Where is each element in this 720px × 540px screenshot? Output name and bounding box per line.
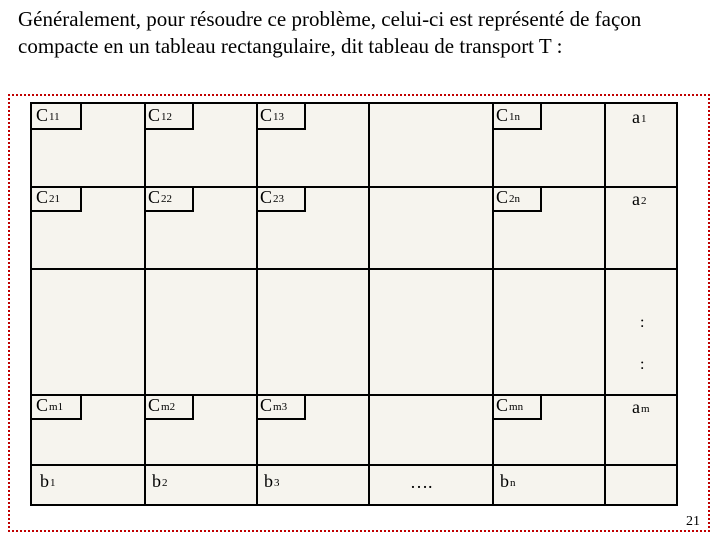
- c21-base: C: [36, 188, 48, 206]
- b3-base: b: [264, 472, 273, 490]
- cell-c22: C 22: [144, 186, 194, 212]
- vline-1: [144, 104, 146, 504]
- cell-b2: b 2: [152, 472, 168, 490]
- cm3-base: C: [260, 396, 272, 414]
- c22-sub: 22: [161, 194, 172, 205]
- cell-c23: C 23: [256, 186, 306, 212]
- cell-c13: C 13: [256, 104, 306, 130]
- cell-c1n: C 1n: [492, 104, 542, 130]
- c23-base: C: [260, 188, 272, 206]
- cell-c21: C 21: [32, 186, 82, 212]
- cell-cm1: C m1: [32, 394, 82, 420]
- vline-5: [604, 104, 606, 504]
- cell-c12: C 12: [144, 104, 194, 130]
- cell-am: a m: [632, 398, 650, 416]
- c1n-base: C: [496, 106, 508, 124]
- vdots-1: :: [640, 314, 644, 332]
- b2-base: b: [152, 472, 161, 490]
- am-sub: m: [641, 404, 650, 415]
- cm1-base: C: [36, 396, 48, 414]
- b1-base: b: [40, 472, 49, 490]
- a1-sub: 1: [641, 114, 647, 125]
- c2n-sub: 2n: [509, 194, 520, 205]
- c12-base: C: [148, 106, 160, 124]
- hline-4: [32, 464, 676, 466]
- cm2-sub: m2: [161, 402, 175, 413]
- c21-sub: 21: [49, 194, 60, 205]
- bn-base: b: [500, 472, 509, 490]
- hline-1: [32, 186, 676, 188]
- cell-c2n: C 2n: [492, 186, 542, 212]
- transport-tableau: C 11 C 12 C 13 C 1n a 1 C 21 C 22 C: [30, 102, 678, 506]
- c23-sub: 23: [273, 194, 284, 205]
- intro-text: Généralement, pour résoudre ce problème,…: [18, 6, 708, 61]
- vline-3: [368, 104, 370, 504]
- cell-b3: b 3: [264, 472, 280, 490]
- cell-c11: C 11: [32, 104, 82, 130]
- cmn-base: C: [496, 396, 508, 414]
- vline-4: [492, 104, 494, 504]
- ellipsis-b: ….: [410, 472, 433, 493]
- b3-sub: 3: [274, 478, 280, 489]
- cmn-sub: mn: [509, 402, 523, 413]
- c11-base: C: [36, 106, 48, 124]
- cell-b1: b 1: [40, 472, 56, 490]
- cell-cmn: C mn: [492, 394, 542, 420]
- cm2-base: C: [148, 396, 160, 414]
- am-base: a: [632, 398, 640, 416]
- cell-cm2: C m2: [144, 394, 194, 420]
- hline-3: [32, 394, 676, 396]
- cm1-sub: m1: [49, 402, 63, 413]
- a2-sub: 2: [641, 196, 647, 207]
- c13-base: C: [260, 106, 272, 124]
- c12-sub: 12: [161, 112, 172, 123]
- cell-bn: b n: [500, 472, 516, 490]
- cell-a2: a 2: [632, 190, 647, 208]
- bn-sub: n: [510, 478, 516, 489]
- c22-base: C: [148, 188, 160, 206]
- cm3-sub: m3: [273, 402, 287, 413]
- c2n-base: C: [496, 188, 508, 206]
- cell-cm3: C m3: [256, 394, 306, 420]
- c1n-sub: 1n: [509, 112, 520, 123]
- a2-base: a: [632, 190, 640, 208]
- b1-sub: 1: [50, 478, 56, 489]
- b2-sub: 2: [162, 478, 168, 489]
- c13-sub: 13: [273, 112, 284, 123]
- vdots-2: :: [640, 356, 644, 374]
- c11-sub: 11: [49, 112, 60, 123]
- hline-2: [32, 268, 676, 270]
- page: Généralement, pour résoudre ce problème,…: [0, 0, 720, 540]
- vline-2: [256, 104, 258, 504]
- a1-base: a: [632, 108, 640, 126]
- cell-a1: a 1: [632, 108, 647, 126]
- page-number: 21: [686, 514, 700, 530]
